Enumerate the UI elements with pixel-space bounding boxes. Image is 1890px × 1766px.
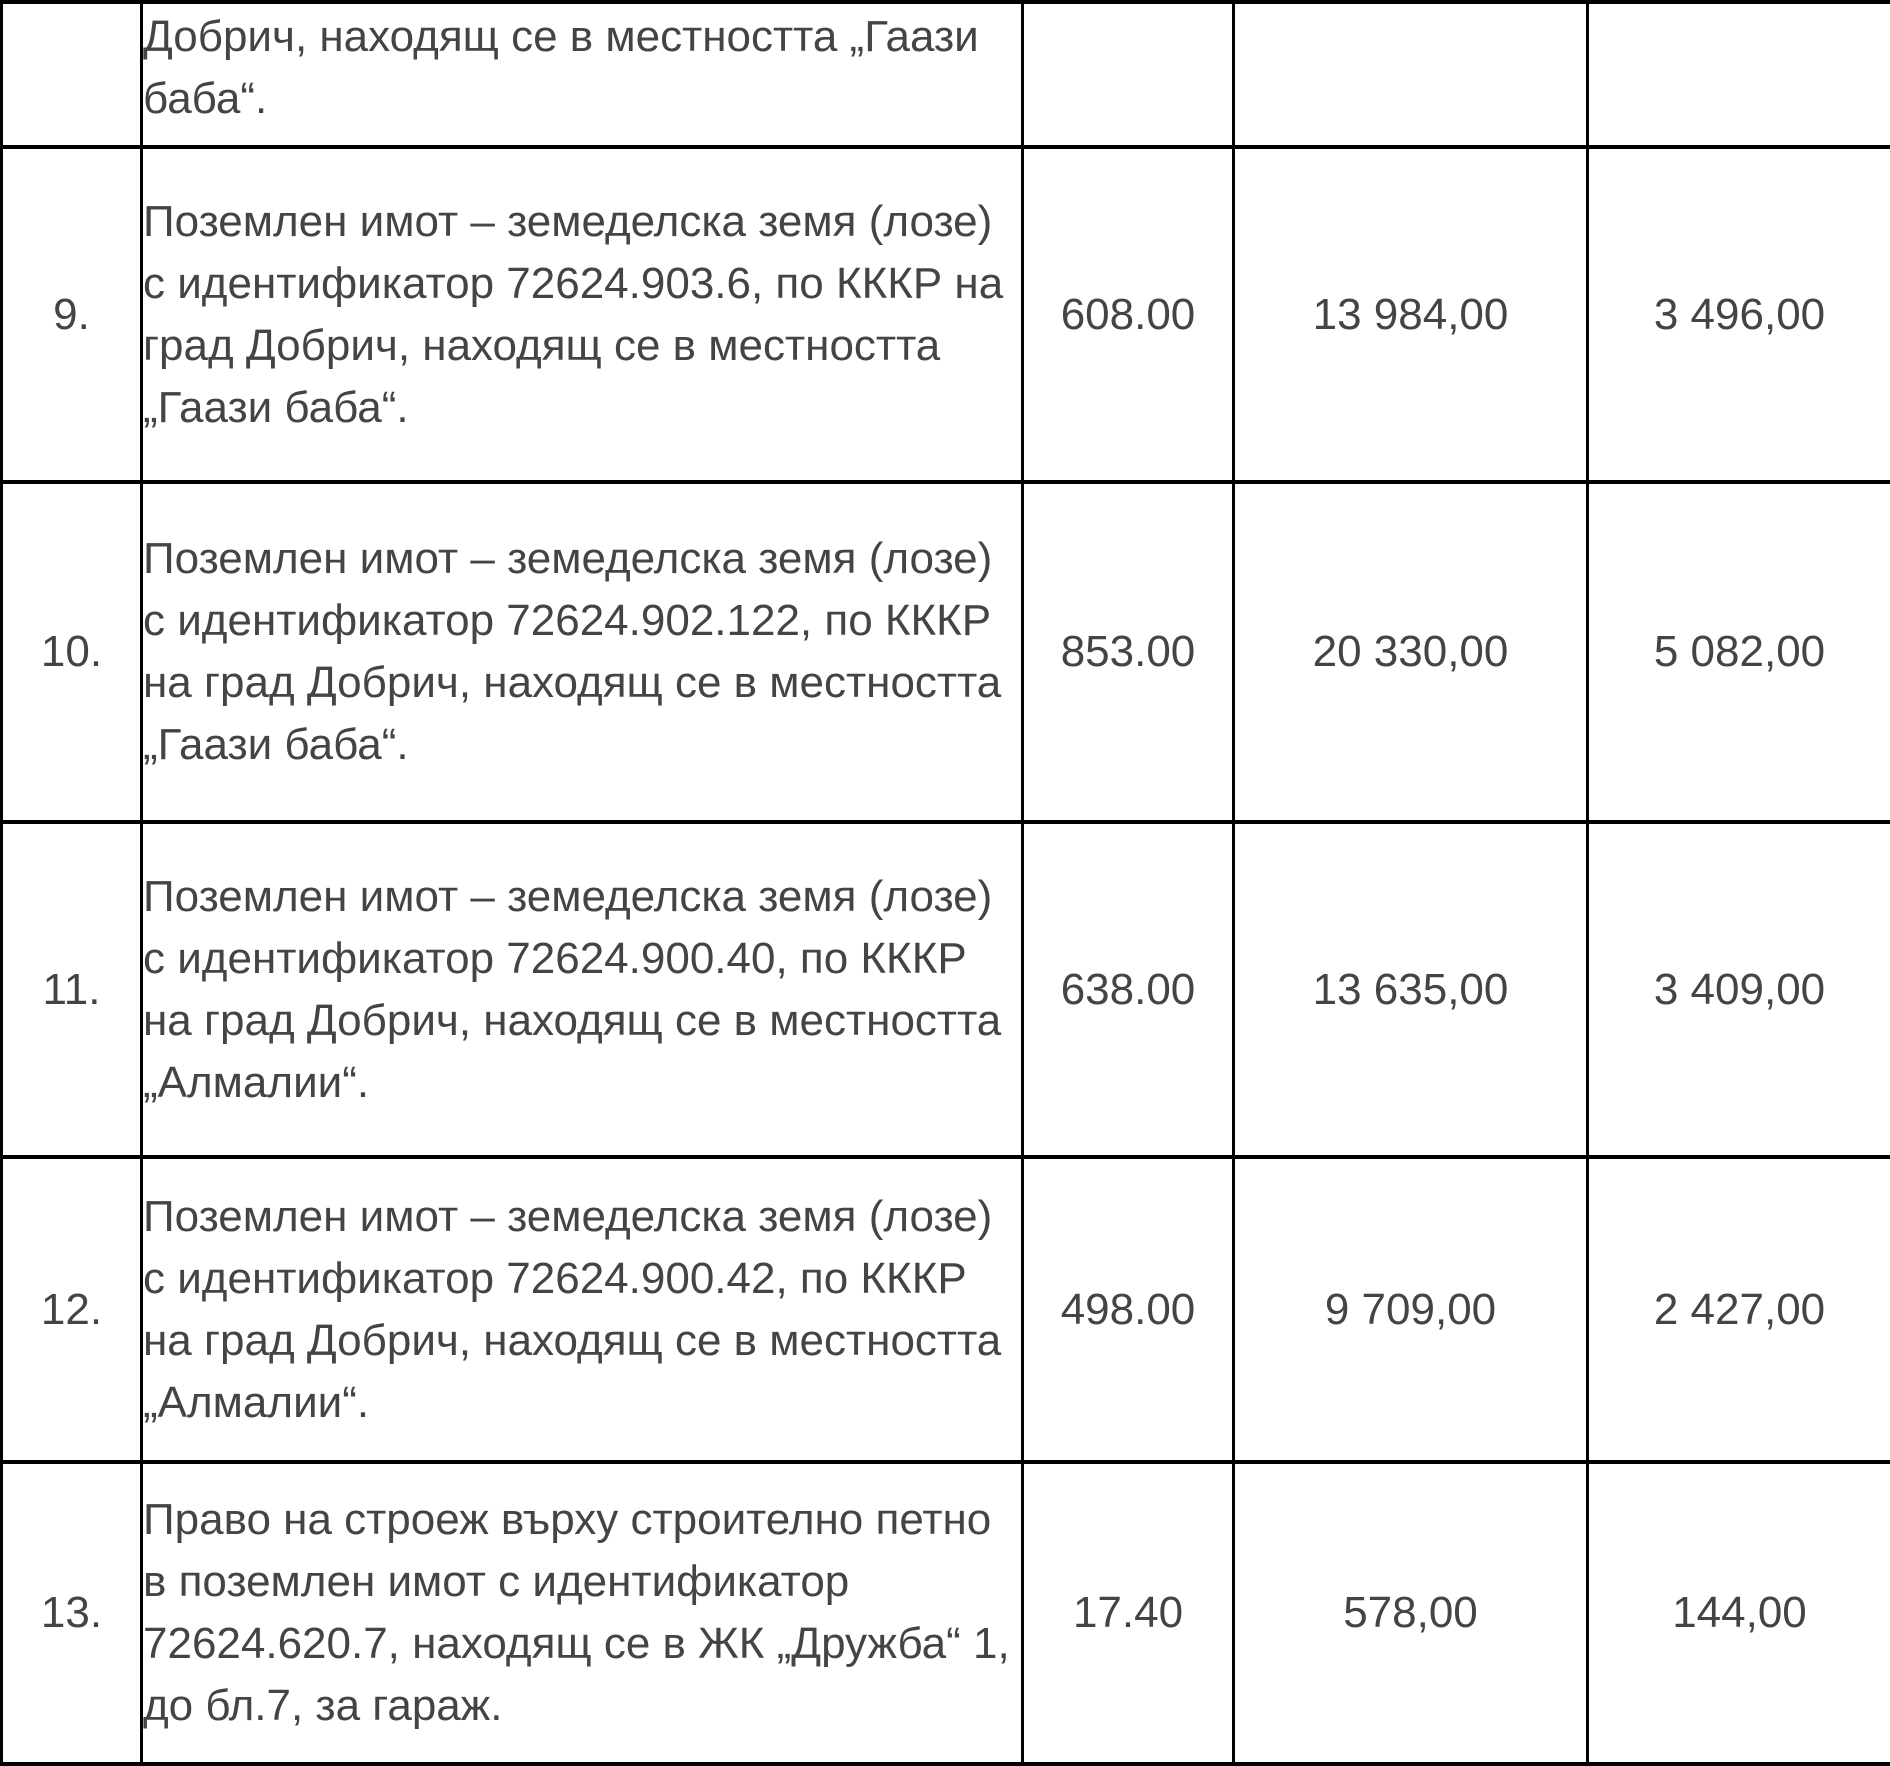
row-number-cell: 11. <box>2 822 142 1157</box>
table-row-9: 9. Поземлен имот – земеделска земя (лозе… <box>2 147 1890 482</box>
description-cell: Поземлен имот – земеделска земя (лозе) с… <box>142 482 1023 822</box>
value-2-cell: 2 427,00 <box>1588 1157 1890 1462</box>
value-2-cell: 3 409,00 <box>1588 822 1890 1157</box>
value-1-cell: 13 984,00 <box>1234 147 1588 482</box>
table-row-continuation: Добрич, находящ се в местността „Гаази б… <box>2 2 1890 147</box>
value-1-cell <box>1234 2 1588 147</box>
area-cell: 498.00 <box>1023 1157 1234 1462</box>
area-cell: 17.40 <box>1023 1462 1234 1764</box>
description-cell: Поземлен имот – земеделска земя (лозе) с… <box>142 1157 1023 1462</box>
area-cell: 608.00 <box>1023 147 1234 482</box>
area-cell: 638.00 <box>1023 822 1234 1157</box>
description-cell: Право на строеж върху строително петно в… <box>142 1462 1023 1764</box>
area-cell: 853.00 <box>1023 482 1234 822</box>
table-row-10: 10. Поземлен имот – земеделска земя (лоз… <box>2 482 1890 822</box>
value-2-cell <box>1588 2 1890 147</box>
description-cell: Поземлен имот – земеделска земя (лозе) с… <box>142 822 1023 1157</box>
table-row-12: 12. Поземлен имот – земеделска земя (лоз… <box>2 1157 1890 1462</box>
description-cell: Добрич, находящ се в местността „Гаази б… <box>142 2 1023 147</box>
row-number-cell: 10. <box>2 482 142 822</box>
value-1-cell: 13 635,00 <box>1234 822 1588 1157</box>
value-1-cell: 9 709,00 <box>1234 1157 1588 1462</box>
value-1-cell: 578,00 <box>1234 1462 1588 1764</box>
value-2-cell: 5 082,00 <box>1588 482 1890 822</box>
value-2-cell: 3 496,00 <box>1588 147 1890 482</box>
area-cell <box>1023 2 1234 147</box>
table-row-13: 13. Право на строеж върху строително пет… <box>2 1462 1890 1764</box>
value-1-cell: 20 330,00 <box>1234 482 1588 822</box>
row-number-cell <box>2 2 142 147</box>
row-number-cell: 9. <box>2 147 142 482</box>
table-row-11: 11. Поземлен имот – земеделска земя (лоз… <box>2 822 1890 1157</box>
row-number-cell: 12. <box>2 1157 142 1462</box>
row-number-cell: 13. <box>2 1462 142 1764</box>
description-cell: Поземлен имот – земеделска земя (лозе) с… <box>142 147 1023 482</box>
value-2-cell: 144,00 <box>1588 1462 1890 1764</box>
